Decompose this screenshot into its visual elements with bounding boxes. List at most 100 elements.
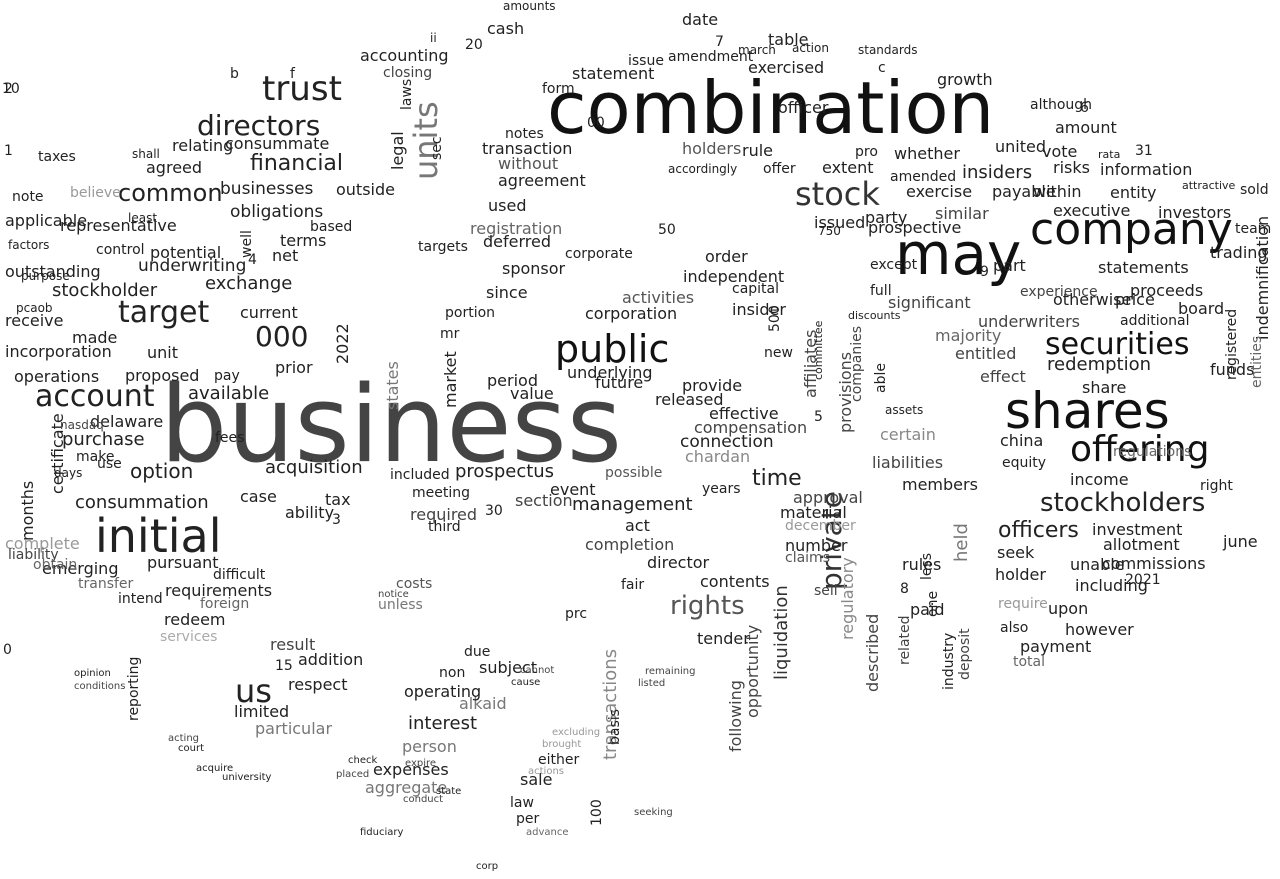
cloud-word: 7 (715, 34, 724, 50)
cloud-word: made (72, 328, 118, 347)
cloud-word: period (487, 371, 538, 390)
cloud-word: amendment (668, 49, 754, 65)
cloud-word: unless (378, 597, 423, 613)
cloud-word: securities (1045, 327, 1190, 362)
cloud-word: brought (542, 739, 582, 750)
cloud-word: seek (997, 543, 1035, 562)
cloud-word: closing (383, 65, 433, 81)
cloud-word: assets (885, 403, 924, 417)
cloud-word: act (625, 516, 650, 535)
cloud-word: director (647, 553, 710, 572)
cloud-word: value (510, 384, 554, 403)
cloud-word: ii (430, 31, 437, 45)
cloud-word: proceeds (1130, 281, 1204, 300)
cloud-word: independent (683, 267, 785, 286)
cloud-word: equity (1002, 455, 1047, 471)
cloud-word: liability (8, 547, 59, 563)
cloud-word: income (1070, 470, 1129, 489)
cloud-word: party (865, 208, 908, 227)
cloud-word: public (555, 327, 670, 371)
cloud-word: limited (234, 702, 290, 721)
cloud-word: trust (262, 69, 342, 109)
cloud-word: part (993, 256, 1026, 275)
cloud-word: 2022 (333, 323, 352, 364)
cloud-word: state (436, 786, 462, 797)
cloud-word: 15 (275, 658, 293, 674)
cloud-word: b (230, 66, 239, 82)
cloud-word: requirements (165, 581, 273, 600)
cloud-word: exercised (748, 58, 825, 77)
cloud-word: chardan (685, 447, 751, 466)
cloud-word: remaining (645, 666, 696, 677)
cloud-word: purchase (62, 429, 145, 450)
cloud-word: march (738, 43, 776, 57)
cloud-word: amounts (503, 0, 556, 13)
cloud-word: significant (888, 293, 971, 312)
cloud-word: note (12, 189, 44, 205)
cloud-word: board (1178, 299, 1225, 318)
cloud-word: since (486, 283, 528, 302)
cloud-word: potential (150, 243, 222, 262)
cloud-word: rata (1098, 148, 1121, 161)
cloud-word: 9 (980, 264, 989, 280)
cloud-word: statements (1098, 258, 1189, 277)
cloud-word: cash (487, 19, 525, 38)
cloud-word: price (1115, 290, 1155, 309)
cloud-word: ability (285, 503, 335, 522)
cloud-word: liquidation (771, 585, 792, 680)
cloud-word: advance (526, 827, 569, 838)
cloud-word: fiduciary (360, 827, 404, 838)
cloud-word: per (516, 811, 540, 827)
cloud-word: total (1013, 654, 1046, 670)
cloud-word: pcaob (16, 301, 53, 315)
cloud-word: consummate (225, 134, 330, 153)
cloud-word: within (1033, 182, 1082, 201)
cloud-word: excluding (552, 727, 601, 738)
cloud-word: time (752, 466, 802, 491)
cloud-word: majority (935, 326, 1002, 345)
cloud-word: representative (60, 216, 177, 235)
cloud-word: action (792, 41, 829, 55)
cloud-word: agreed (146, 158, 203, 177)
cloud-word: form (542, 81, 575, 97)
cloud-word: 000 (255, 320, 309, 353)
cloud-word: accordingly (668, 162, 738, 176)
cloud-word: released (655, 390, 724, 409)
cloud-word: described (863, 613, 882, 692)
cloud-word: corporation (585, 304, 678, 323)
cloud-word: claims (785, 550, 830, 566)
cloud-word: tender (697, 629, 750, 648)
cloud-word: 1 (4, 143, 13, 159)
cloud-word: particular (255, 719, 333, 738)
cloud-word: 8 (900, 581, 909, 597)
cloud-word: connection (680, 432, 774, 452)
cloud-word: mr (440, 326, 460, 342)
cloud-word: new (764, 345, 793, 361)
cloud-word: unable (1070, 555, 1125, 574)
cloud-word: opinion (74, 668, 111, 679)
cloud-word: underwriters (978, 312, 1080, 331)
cloud-word: pay (214, 368, 240, 384)
cloud-word: share (1082, 378, 1127, 397)
cloud-word: deposit (957, 628, 973, 680)
cloud-word: 10 (2, 81, 20, 97)
cloud-word: company (1030, 204, 1233, 255)
cloud-word: taxes (38, 149, 76, 165)
cloud-word: 5 (814, 409, 823, 425)
cloud-word: proposed (125, 366, 200, 385)
cloud-word: except (870, 257, 918, 273)
cloud-word: addition (298, 650, 364, 669)
cloud-word: also (1000, 620, 1029, 636)
cloud-word: pro (855, 144, 878, 160)
cloud-word: regulations (1113, 444, 1192, 460)
cloud-word: able (873, 363, 889, 393)
cloud-word: receive (5, 311, 64, 330)
cloud-word: 4 (248, 252, 257, 268)
cloud-word: operations (14, 367, 100, 386)
cloud-word: experience (1020, 284, 1098, 300)
cloud-word: incorporation (5, 342, 112, 361)
cloud-word: companies (849, 325, 865, 402)
cloud-word: stockholders (1040, 488, 1206, 518)
cloud-word: opportunity (743, 624, 762, 718)
cloud-word: underlying (567, 363, 653, 382)
